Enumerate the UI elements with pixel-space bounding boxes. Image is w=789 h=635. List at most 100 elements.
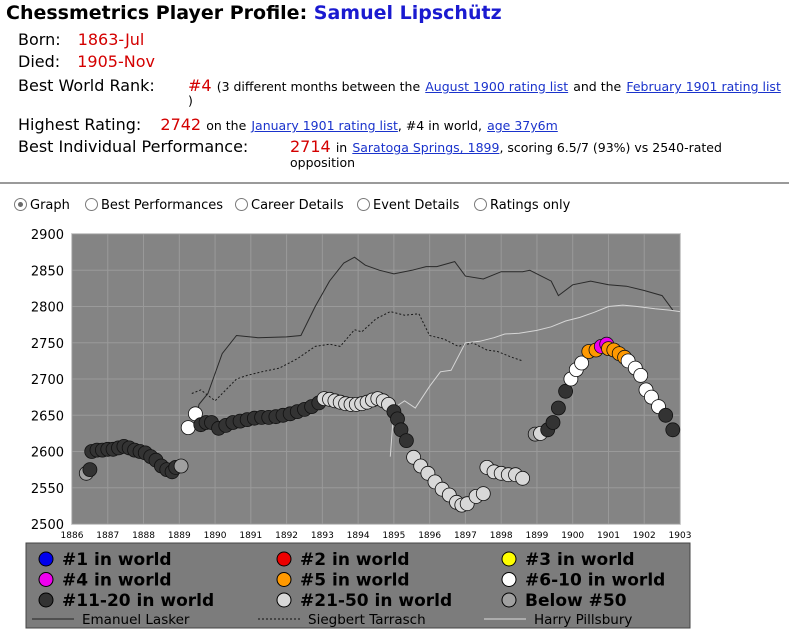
y-tick-label: 2600 xyxy=(31,446,64,461)
legend-label: #21-50 in world xyxy=(300,591,452,611)
x-tick-label: 1887 xyxy=(96,531,119,541)
data-point xyxy=(515,470,530,486)
best-rank-row: #4 (3 different months between the Augus… xyxy=(188,76,788,108)
legend-label: #2 in world xyxy=(300,550,410,570)
legend-line-label: Emanuel Lasker xyxy=(82,612,190,628)
x-tick-label: 1897 xyxy=(454,531,477,541)
y-tick-label: 2800 xyxy=(31,301,64,316)
x-tick-label: 1889 xyxy=(168,531,191,541)
age-link[interactable]: age 37y6m xyxy=(487,118,558,133)
x-tick-label: 1890 xyxy=(204,531,227,541)
best-rank-text3: ) xyxy=(188,93,193,108)
highest-rating-text1: on the xyxy=(206,118,247,133)
rating-chart: 2500 2550 2600 2650 2700 2750 2800 2850 2900 1886… xyxy=(25,228,692,629)
title-prefix: Chessmetrics Player Profile: xyxy=(6,2,308,24)
x-tick-label: 1886 xyxy=(61,531,84,541)
data-point xyxy=(551,400,566,416)
radio-career-details[interactable]: Career Details xyxy=(235,198,344,213)
radio-career-details-label[interactable]: Career Details xyxy=(251,198,344,213)
data-point xyxy=(398,433,414,449)
legend-label: #11-20 in world xyxy=(62,591,214,611)
player-name: Samuel Lipschütz xyxy=(313,2,502,24)
x-tick-label: 1902 xyxy=(633,531,656,541)
x-tick-label: 1898 xyxy=(490,531,513,541)
legend-label: #6-10 in world xyxy=(525,571,665,591)
data-point xyxy=(574,355,589,371)
radio-ratings-only-label[interactable]: Ratings only xyxy=(490,198,571,213)
radio-ratings-only-circle[interactable] xyxy=(474,198,487,211)
legend-marker xyxy=(276,592,292,608)
radio-best-performances-label[interactable]: Best Performances xyxy=(101,198,224,213)
legend-label: #3 in world xyxy=(525,550,635,570)
legend-label: Below #50 xyxy=(525,591,627,611)
y-tick-label: 2700 xyxy=(31,373,64,388)
data-point xyxy=(658,407,674,423)
best-perf-row: 2714 in Saratoga Springs, 1899, scoring … xyxy=(290,137,785,170)
radio-best-performances-circle[interactable] xyxy=(85,198,98,211)
died-label: Died: xyxy=(18,52,61,71)
born-value: 1863-Jul xyxy=(77,30,145,49)
series-line-pillsbury xyxy=(389,304,681,457)
data-point xyxy=(665,422,681,438)
saratoga-link[interactable]: Saratoga Springs, 1899 xyxy=(352,140,500,155)
died-row: Died: 1905-Nov xyxy=(18,52,155,71)
legend-marker xyxy=(38,592,54,608)
highest-rating-label: Highest Rating: xyxy=(18,115,142,134)
legend-label: #5 in world xyxy=(300,571,410,591)
radio-graph-label[interactable]: Graph xyxy=(30,198,70,213)
radio-event-details[interactable]: Event Details xyxy=(357,198,459,213)
legend-marker xyxy=(501,572,517,587)
best-rank-label: Best World Rank: xyxy=(18,76,155,95)
series-line-lasker xyxy=(193,256,674,430)
legend-marker xyxy=(501,551,517,567)
x-tick-label: 1900 xyxy=(561,531,584,541)
x-tick-label: 1894 xyxy=(347,531,370,541)
highest-rating-text2: , #4 in world, xyxy=(397,118,482,133)
data-point xyxy=(475,486,491,502)
data-point xyxy=(633,367,649,383)
x-tick-label: 1892 xyxy=(275,531,298,541)
highest-rating-value: 2742 xyxy=(160,115,202,134)
legend-marker xyxy=(276,551,292,567)
best-perf-label: Best Individual Performance: xyxy=(18,137,249,156)
radio-event-details-circle[interactable] xyxy=(357,198,370,211)
x-tick-label: 1901 xyxy=(597,531,620,541)
page-title: Chessmetrics Player Profile: Samuel Lips… xyxy=(6,2,502,24)
radio-graph[interactable]: Graph xyxy=(14,198,70,213)
best-perf-text2: , scoring 6.5/7 (93%) vs 2540-rated xyxy=(499,140,722,155)
data-point xyxy=(173,458,189,474)
x-tick-label: 1903 xyxy=(669,531,692,541)
radio-ratings-only[interactable]: Ratings only xyxy=(474,198,570,213)
best-perf-text1: in xyxy=(335,140,348,155)
y-tick-label: 2550 xyxy=(31,482,64,497)
radio-best-performances[interactable]: Best Performances xyxy=(85,198,223,213)
y-tick-label: 2650 xyxy=(31,409,64,424)
radio-event-details-label[interactable]: Event Details xyxy=(373,198,460,213)
august-1900-link[interactable]: August 1900 rating list xyxy=(425,79,569,94)
radio-career-details-circle[interactable] xyxy=(235,198,248,211)
y-tick-label: 2750 xyxy=(31,337,64,352)
january-1901-link[interactable]: January 1901 rating list xyxy=(251,118,398,133)
best-rank-value: #4 xyxy=(188,76,212,95)
y-tick-label: 2850 xyxy=(31,264,64,279)
legend-line-label: Siegbert Tarrasch xyxy=(308,612,426,628)
x-tick-label: 1893 xyxy=(311,531,334,541)
legend-marker xyxy=(38,572,54,587)
legend-label: #1 in world xyxy=(62,550,172,570)
born-label: Born: xyxy=(18,30,61,49)
born-row: Born: 1863-Jul xyxy=(18,30,144,49)
best-rank-text2: and the xyxy=(573,79,622,94)
legend: #1 in world #2 in world #3 in world #4 in w… xyxy=(25,542,691,629)
legend-marker xyxy=(501,592,517,608)
best-perf-value: 2714 xyxy=(290,137,331,156)
series-line-tarrasch xyxy=(191,311,523,402)
died-value: 1905-Nov xyxy=(77,52,155,71)
legend-marker xyxy=(38,551,54,567)
plot-area: 2500 2550 2600 2650 2700 2750 2800 2850 2900 1886… xyxy=(31,228,692,541)
data-point xyxy=(180,420,196,436)
february-1901-link[interactable]: February 1901 rating list xyxy=(626,79,781,94)
y-tick-label: 2500 xyxy=(31,518,64,533)
radio-graph-circle[interactable] xyxy=(14,198,27,211)
x-tick-label: 1891 xyxy=(239,531,262,541)
highest-rating-row: Highest Rating: 2742 on the January 1901… xyxy=(18,115,558,134)
